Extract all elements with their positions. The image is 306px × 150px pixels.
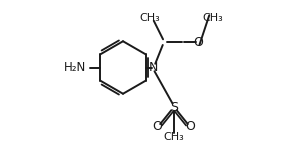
Text: CH₃: CH₃ — [164, 132, 185, 142]
Text: H₂N: H₂N — [64, 61, 86, 74]
Text: CH₃: CH₃ — [203, 13, 223, 23]
Text: O: O — [185, 120, 196, 133]
Text: O: O — [193, 36, 203, 48]
Text: O: O — [153, 120, 162, 133]
Text: S: S — [170, 101, 178, 114]
Text: CH₃: CH₃ — [140, 13, 160, 23]
Text: N: N — [149, 61, 159, 74]
